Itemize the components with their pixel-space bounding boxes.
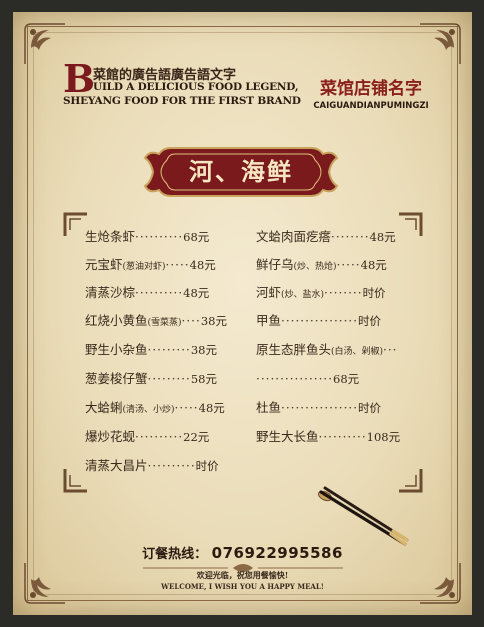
bracket-ornament-icon [397, 467, 423, 493]
brand-slogan-cn: 菜館的廣告語廣告語文字 [93, 68, 237, 83]
menu-item: 清蒸大昌片··········时价 [85, 458, 219, 473]
bracket-ornament-icon [63, 467, 89, 493]
corner-ornament-icon [418, 561, 464, 607]
order-hotline: 订餐热线： 076922995586 [13, 543, 472, 562]
hotline-number[interactable]: 076922995586 [211, 544, 343, 562]
chopsticks-icon [317, 486, 409, 546]
menu-item: 红烧小黄鱼(雪菜蒸)····38元 [85, 313, 227, 328]
inner-border-frame [33, 32, 452, 595]
menu-item: 清蒸沙棕··········48元 [85, 285, 210, 300]
menu-item: 野生小杂鱼·········38元 [85, 342, 217, 357]
brand-slogan-en-line1: UILD A DELICIOUS FOOD LEGEND, [93, 81, 299, 93]
shop-name: 菜馆店铺名字 CAIGUANDIANPUMINGZI [296, 74, 446, 111]
menu-item: 生炝条虾··········68元 [85, 229, 210, 244]
section-title: 河、海鲜 [189, 157, 293, 186]
welcome-text-cn: 欢迎光临，祝您用餐愉快! [196, 570, 289, 580]
menu-item: 元宝虾(葱油对虾)·····48元 [85, 257, 216, 272]
menu-item: 河虾(炒、盐水)········时价 [256, 285, 386, 300]
welcome-text-en: WELCOME, I WISH YOU A HAPPY MEAL! [161, 582, 324, 591]
menu-item: 大蛤蜊(清汤、小炒)·····48元 [85, 400, 225, 415]
menu-item: 葱姜梭仔蟹·········58元 [85, 371, 217, 386]
corner-ornament-icon [418, 20, 464, 66]
menu-item: 文蛤肉面疙瘩········48元 [256, 229, 396, 244]
menu-item: 原生态胖鱼头(白汤、剁椒)··· [256, 342, 398, 357]
shop-name-cn: 菜馆店铺名字 [320, 79, 422, 99]
menu-item: 甲鱼················时价 [256, 313, 382, 328]
hotline-label: 订餐热线： [142, 547, 208, 562]
bracket-ornament-icon [63, 212, 89, 238]
menu-item: 杜鱼················时价 [256, 400, 382, 415]
border-frame [27, 26, 458, 601]
menu-item: 爆炒花蚬··········22元 [85, 429, 210, 444]
shop-name-pinyin: CAIGUANDIANPUMINGZI [313, 101, 429, 111]
menu-item: ················68元 [256, 372, 360, 386]
menu-item: 鲜仔乌(炒、热炝)·····48元 [256, 257, 387, 272]
menu-page: B 菜館的廣告語廣告語文字 UILD A DELICIOUS FOOD LEGE… [13, 12, 472, 615]
bracket-ornament-icon [397, 212, 423, 238]
section-banner: 河、海鲜 [141, 140, 341, 204]
corner-ornament-icon [21, 561, 67, 607]
brand-initial: B [63, 56, 96, 101]
menu-item: 野生大长鱼··········108元 [256, 429, 401, 444]
brand-slogan-en-line2: SHEYANG FOOD FOR THE FIRST BRAND [63, 95, 301, 107]
divider-ornament-icon [143, 564, 343, 572]
corner-ornament-icon [21, 20, 67, 66]
